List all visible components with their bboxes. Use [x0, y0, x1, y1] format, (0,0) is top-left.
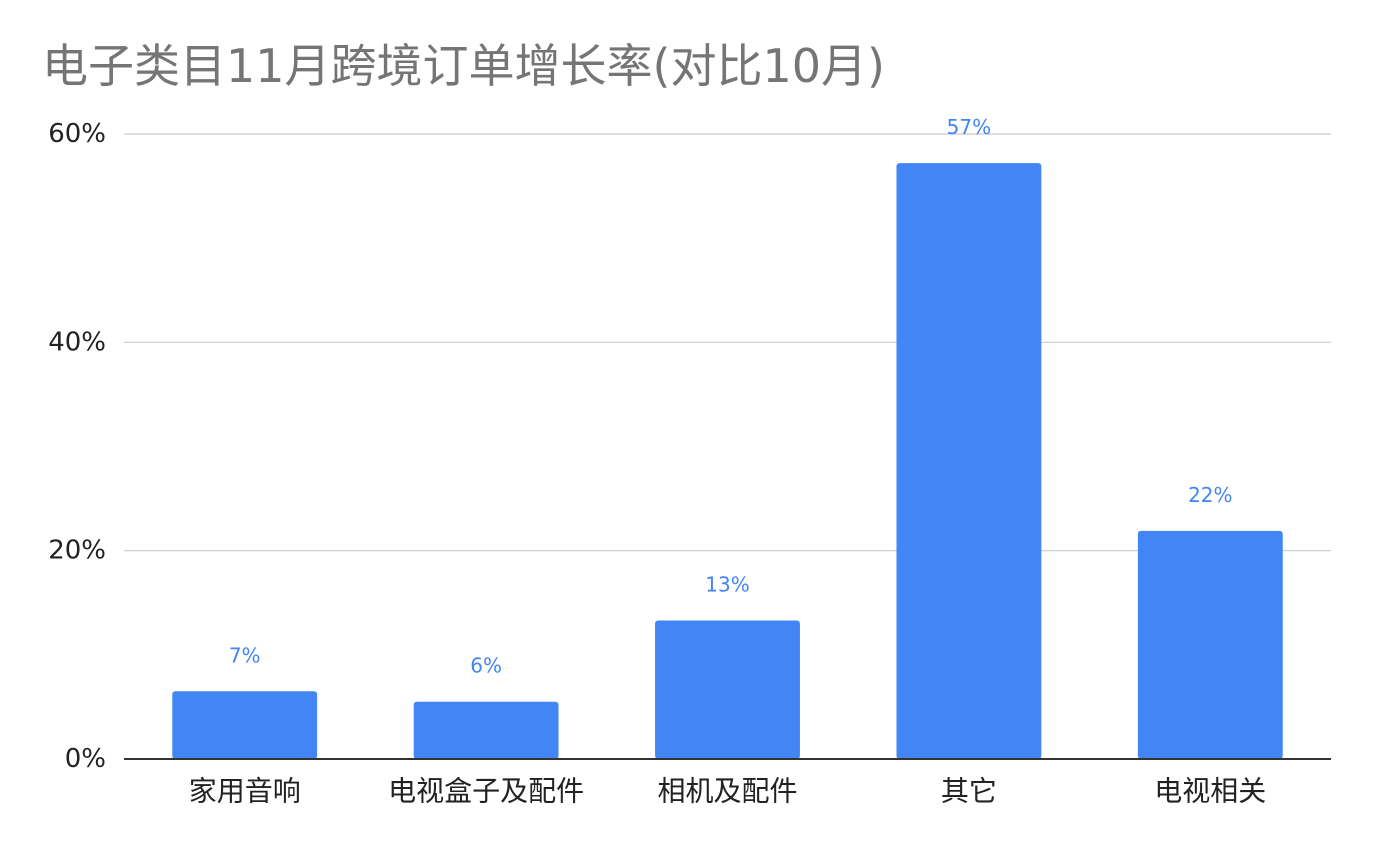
bar	[896, 163, 1042, 759]
x-tick-label: 电视相关	[1154, 775, 1266, 808]
y-tick-label: 60%	[48, 119, 106, 149]
x-tick-label: 电视盒子及配件	[388, 775, 584, 808]
y-tick-label: 0%	[65, 744, 106, 774]
bar	[172, 691, 318, 759]
chart-title: 电子类目11月跨境订单增长率(对比10月)	[42, 39, 885, 93]
data-label: 13%	[705, 572, 749, 596]
data-label: 7%	[229, 643, 261, 667]
x-tick-label: 家用音响	[189, 775, 301, 808]
data-label: 57%	[947, 115, 991, 139]
data-label: 6%	[470, 654, 502, 678]
x-tick-label: 其它	[941, 775, 997, 808]
bar	[1137, 530, 1283, 759]
y-tick-label: 20%	[48, 536, 106, 566]
bar	[413, 701, 559, 759]
data-label: 22%	[1188, 483, 1232, 507]
x-tick-label: 相机及配件	[657, 775, 797, 808]
bar	[655, 620, 800, 759]
y-tick-label: 40%	[48, 327, 106, 357]
